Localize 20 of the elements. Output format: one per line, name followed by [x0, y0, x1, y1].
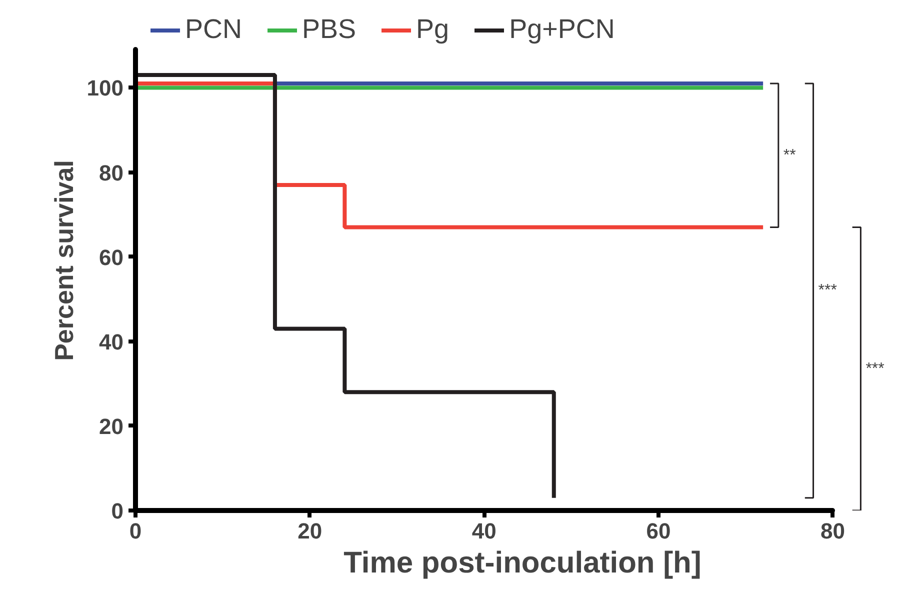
legend-label: Pg+PCN [509, 14, 615, 45]
x-tick-label: 0 [129, 518, 142, 544]
x-axis-title: Time post-inoculation [h] [344, 546, 702, 580]
legend-label: PCN [185, 14, 242, 45]
x-tick-label: 40 [472, 518, 496, 544]
x-tick-label: 20 [298, 518, 322, 544]
legend-label: Pg [416, 14, 450, 45]
y-tick-label: 40 [99, 329, 124, 354]
x-tick-label: 60 [646, 518, 671, 544]
text: *** [866, 360, 884, 378]
y-tick-label: 100 [86, 76, 124, 101]
y-axis-title: Percent survival [48, 160, 79, 361]
y-tick-label: 60 [99, 244, 124, 270]
y-tick-label: 20 [99, 414, 124, 439]
annotation: *** [818, 282, 837, 300]
y-tick-label: 0 [111, 498, 124, 524]
y-tick-label: 80 [99, 160, 124, 186]
x-tick-label: 80 [820, 518, 846, 544]
legend-label: PBS [302, 14, 356, 45]
annotation: ** [783, 146, 796, 164]
